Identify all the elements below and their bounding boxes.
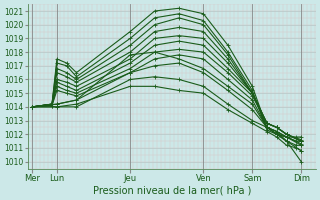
X-axis label: Pression niveau de la mer( hPa ): Pression niveau de la mer( hPa )	[92, 186, 251, 196]
